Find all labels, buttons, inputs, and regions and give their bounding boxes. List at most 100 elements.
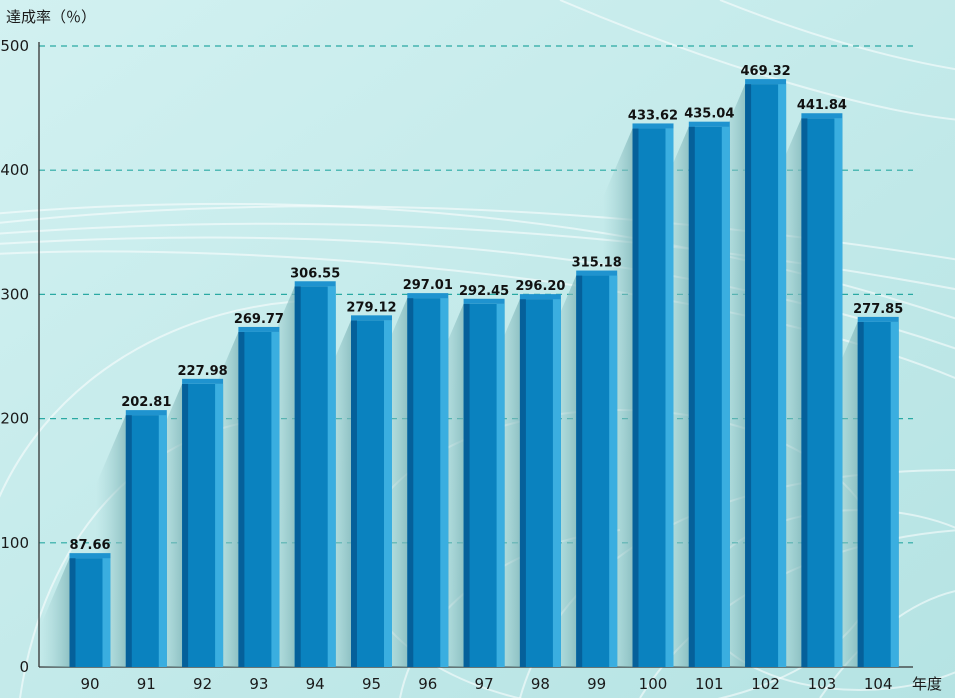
x-tick-label: 104 [864,675,893,693]
bar-left-edge [632,128,639,667]
bar-left-edge [576,275,583,667]
bar-top [238,326,280,332]
bar-right-edge [609,275,618,667]
bar-right-edge [440,298,449,667]
x-tick-label: 102 [751,675,780,693]
y-tick-label: 100 [0,534,29,552]
bar-left-edge [182,383,189,667]
data-label: 433.62 [628,108,678,123]
bar-right-edge [778,84,787,668]
bar [688,121,730,668]
bar-left-edge [69,558,76,667]
bar [632,123,674,667]
x-tick-label: 103 [808,675,837,693]
bar-left-edge [519,299,526,667]
data-label: 469.32 [741,64,791,79]
bar-right-edge [834,118,843,667]
bar [351,315,392,667]
x-tick-label: 98 [531,675,550,693]
bar-right-edge [496,303,505,667]
bar-right-edge [158,415,167,667]
bar-right-edge [327,286,336,667]
bar [294,281,336,667]
bars [69,79,899,668]
bar-left-edge [745,84,752,668]
swirl-line [0,299,331,499]
bar-left-edge [463,303,470,667]
swirl-line [559,0,955,121]
data-label: 292.45 [459,284,509,299]
x-tick-label: 100 [639,675,668,693]
bar-right-edge [271,331,280,667]
bar-top [857,316,899,322]
bar [125,410,167,667]
bar-right-edge [721,126,730,668]
bar-top [801,113,843,119]
data-label: 441.84 [797,98,847,113]
x-axis-title: 年度 [912,675,942,693]
x-tick-label: 96 [418,675,437,693]
bar-left-edge [801,118,808,667]
bar [407,293,449,667]
bar-top [463,298,505,304]
bar-right-edge [102,558,111,667]
bar [857,316,899,667]
bar-top [632,123,674,129]
bar [182,378,224,667]
x-tick-label: 93 [249,675,268,693]
bar-left-edge [688,126,695,668]
data-label: 227.98 [178,364,228,379]
bar-right-edge [552,299,561,667]
bar-left-edge [238,331,245,667]
bar [745,79,787,668]
data-label: 87.66 [69,538,110,553]
bar-top [125,410,167,416]
x-tick-label: 91 [137,675,156,693]
bar-top [351,315,392,321]
bar [238,326,280,667]
data-label: 277.85 [853,302,903,317]
bar-left-edge [351,320,357,667]
bar-top [745,79,787,85]
bar-top [576,270,618,276]
y-tick-label: 500 [0,37,29,55]
x-tick-label: 94 [306,675,325,693]
x-tick-label: 92 [193,675,212,693]
y-tick-label: 300 [0,285,29,303]
data-label: 296.20 [515,279,565,294]
bar [463,298,505,667]
bar-left-edge [857,321,864,667]
bar [69,553,111,667]
tick-labels: 0 100 200 300 400 500 90 91 92 93 94 95 96 97 98 99 100 1… [0,37,892,693]
data-label: 269.77 [234,312,284,327]
bar [576,270,618,667]
bar-top [69,553,111,559]
x-tick-label: 99 [587,675,606,693]
bar-right-edge [890,321,899,667]
bar-left-edge [407,298,414,667]
bar-right-edge [665,128,674,667]
data-label: 315.18 [572,256,622,271]
bar-top [688,121,730,127]
x-tick-label: 101 [695,675,724,693]
bar-shadow [39,558,70,667]
data-labels: 87.66 202.81 227.98 269.77 306.55 279.12 297.0… [69,64,903,553]
bar [519,294,561,667]
y-tick-label: 0 [19,658,29,676]
bar-right-edge [384,320,392,667]
bar-top [294,281,336,287]
data-label: 202.81 [121,395,171,410]
data-label: 306.55 [290,266,340,281]
y-tick-label: 400 [0,161,29,179]
y-axis-title: 達成率（％） [6,8,96,26]
bar-right-edge [215,383,224,667]
data-label: 279.12 [346,300,396,315]
y-tick-label: 200 [0,410,29,428]
bar-top [182,378,224,384]
bar-top [519,294,561,300]
bar [801,113,843,667]
bar-left-edge [125,415,132,667]
x-tick-label: 97 [475,675,494,693]
bar-top [407,293,449,299]
